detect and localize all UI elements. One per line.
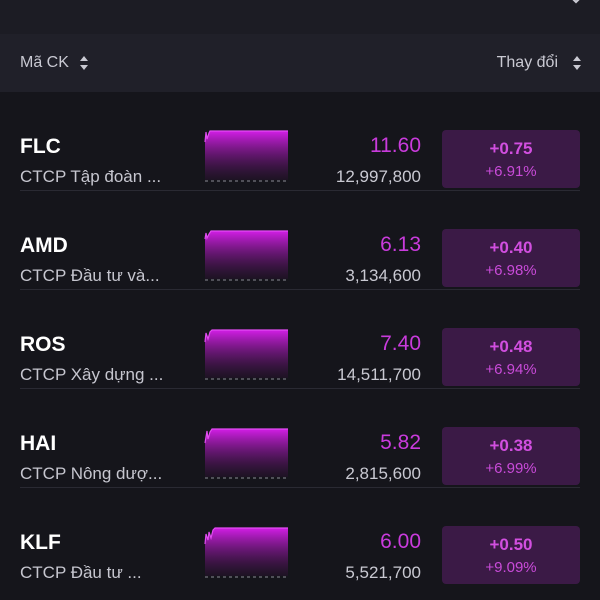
ticker-symbol: ROS bbox=[20, 333, 66, 356]
sort-icon bbox=[573, 56, 581, 70]
price-change: +0.48 bbox=[489, 337, 533, 356]
top-bar bbox=[0, 0, 600, 34]
change-column-label: Thay đổi bbox=[496, 54, 558, 71]
company-name: CTCP Đầu tư ... bbox=[20, 563, 142, 582]
stock-row[interactable]: HAI CTCP Nông dượ... 5.82 2,815,600 +0.3… bbox=[0, 389, 600, 488]
last-price: 6.00 bbox=[380, 530, 421, 553]
company-name: CTCP Xây dựng ... bbox=[20, 365, 164, 384]
price-change: +0.50 bbox=[489, 535, 533, 554]
sparkline-chart bbox=[204, 329, 288, 380]
last-price: 6.13 bbox=[380, 233, 421, 256]
sparkline-chart bbox=[204, 428, 288, 479]
stock-list: FLC CTCP Tập đoàn ... 11.60 12,997,800 +… bbox=[0, 92, 600, 587]
stock-row[interactable]: AMD CTCP Đầu tư và... 6.13 3,134,600 +0.… bbox=[0, 191, 600, 290]
stock-row[interactable]: ROS CTCP Xây dựng ... 7.40 14,511,700 +0… bbox=[0, 290, 600, 389]
ticker-symbol: FLC bbox=[20, 135, 61, 158]
ticker-symbol: HAI bbox=[20, 432, 57, 455]
last-price: 5.82 bbox=[380, 431, 421, 454]
company-name: CTCP Đầu tư và... bbox=[20, 266, 160, 285]
sort-by-symbol[interactable]: Mã CK bbox=[20, 54, 89, 72]
price-change: +0.38 bbox=[489, 436, 533, 455]
row-divider bbox=[20, 289, 580, 290]
percent-change: +6.91% bbox=[485, 163, 537, 180]
trade-volume: 14,511,700 bbox=[337, 365, 421, 384]
price-change: +0.40 bbox=[489, 238, 533, 257]
change-badge[interactable]: +0.48 +6.94% bbox=[442, 328, 580, 386]
chevron-left-icon[interactable] bbox=[562, 0, 584, 8]
price-change: +0.75 bbox=[489, 139, 533, 158]
trade-volume: 2,815,600 bbox=[345, 464, 421, 483]
percent-change: +6.94% bbox=[485, 361, 537, 378]
company-name: CTCP Tập đoàn ... bbox=[20, 167, 162, 186]
change-badge[interactable]: +0.50 +9.09% bbox=[442, 526, 580, 584]
company-name: CTCP Nông dượ... bbox=[20, 464, 163, 483]
row-divider bbox=[20, 388, 580, 389]
percent-change: +6.98% bbox=[485, 262, 537, 279]
change-badge[interactable]: +0.40 +6.98% bbox=[442, 229, 580, 287]
trade-volume: 3,134,600 bbox=[345, 266, 421, 285]
change-badge[interactable]: +0.38 +6.99% bbox=[442, 427, 580, 485]
percent-change: +9.09% bbox=[485, 559, 537, 576]
sparkline-chart bbox=[204, 130, 288, 182]
ticker-symbol: KLF bbox=[20, 531, 61, 554]
trade-volume: 5,521,700 bbox=[345, 563, 421, 582]
trade-volume: 12,997,800 bbox=[335, 167, 421, 186]
last-price: 11.60 bbox=[370, 134, 421, 157]
stock-row[interactable]: KLF CTCP Đầu tư ... 6.00 5,521,700 +0.50… bbox=[0, 488, 600, 587]
sparkline-chart bbox=[204, 230, 288, 281]
sparkline-chart bbox=[204, 527, 288, 578]
symbol-column-label: Mã CK bbox=[20, 54, 69, 71]
sort-by-change[interactable]: Thay đổi bbox=[497, 54, 582, 72]
last-price: 7.40 bbox=[380, 332, 421, 355]
list-header: Mã CK Thay đổi bbox=[0, 34, 600, 92]
change-badge[interactable]: +0.75 +6.91% bbox=[442, 130, 580, 188]
sort-icon bbox=[79, 56, 88, 70]
stock-row[interactable]: FLC CTCP Tập đoàn ... 11.60 12,997,800 +… bbox=[0, 92, 600, 191]
row-divider bbox=[20, 190, 580, 191]
percent-change: +6.99% bbox=[485, 460, 537, 477]
ticker-symbol: AMD bbox=[20, 234, 68, 257]
row-divider bbox=[20, 487, 580, 488]
